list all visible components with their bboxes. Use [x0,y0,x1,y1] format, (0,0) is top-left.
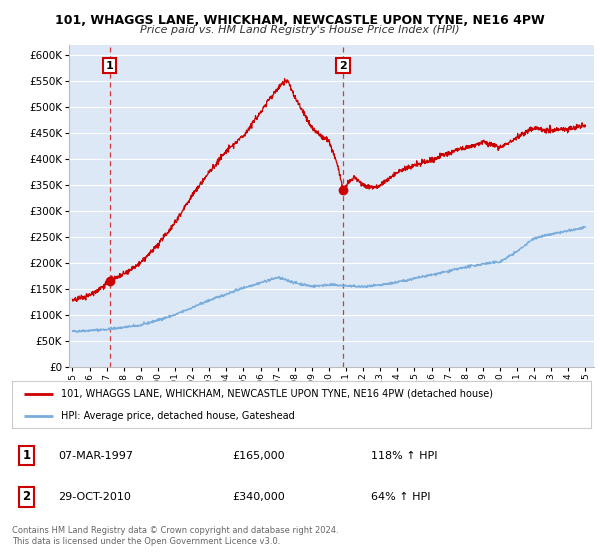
Text: 101, WHAGGS LANE, WHICKHAM, NEWCASTLE UPON TYNE, NE16 4PW: 101, WHAGGS LANE, WHICKHAM, NEWCASTLE UP… [55,14,545,27]
Text: 1: 1 [22,449,31,462]
Text: 1: 1 [106,60,113,71]
Text: 2: 2 [22,490,31,503]
Text: 118% ↑ HPI: 118% ↑ HPI [371,450,437,460]
Text: Price paid vs. HM Land Registry's House Price Index (HPI): Price paid vs. HM Land Registry's House … [140,25,460,35]
Text: 07-MAR-1997: 07-MAR-1997 [58,450,133,460]
Text: 29-OCT-2010: 29-OCT-2010 [58,492,131,502]
Text: 64% ↑ HPI: 64% ↑ HPI [371,492,430,502]
Text: 101, WHAGGS LANE, WHICKHAM, NEWCASTLE UPON TYNE, NE16 4PW (detached house): 101, WHAGGS LANE, WHICKHAM, NEWCASTLE UP… [61,389,493,399]
Text: £340,000: £340,000 [232,492,285,502]
Text: HPI: Average price, detached house, Gateshead: HPI: Average price, detached house, Gate… [61,410,295,421]
Text: £165,000: £165,000 [232,450,284,460]
Text: Contains HM Land Registry data © Crown copyright and database right 2024.
This d: Contains HM Land Registry data © Crown c… [12,526,338,546]
Text: 2: 2 [339,60,347,71]
